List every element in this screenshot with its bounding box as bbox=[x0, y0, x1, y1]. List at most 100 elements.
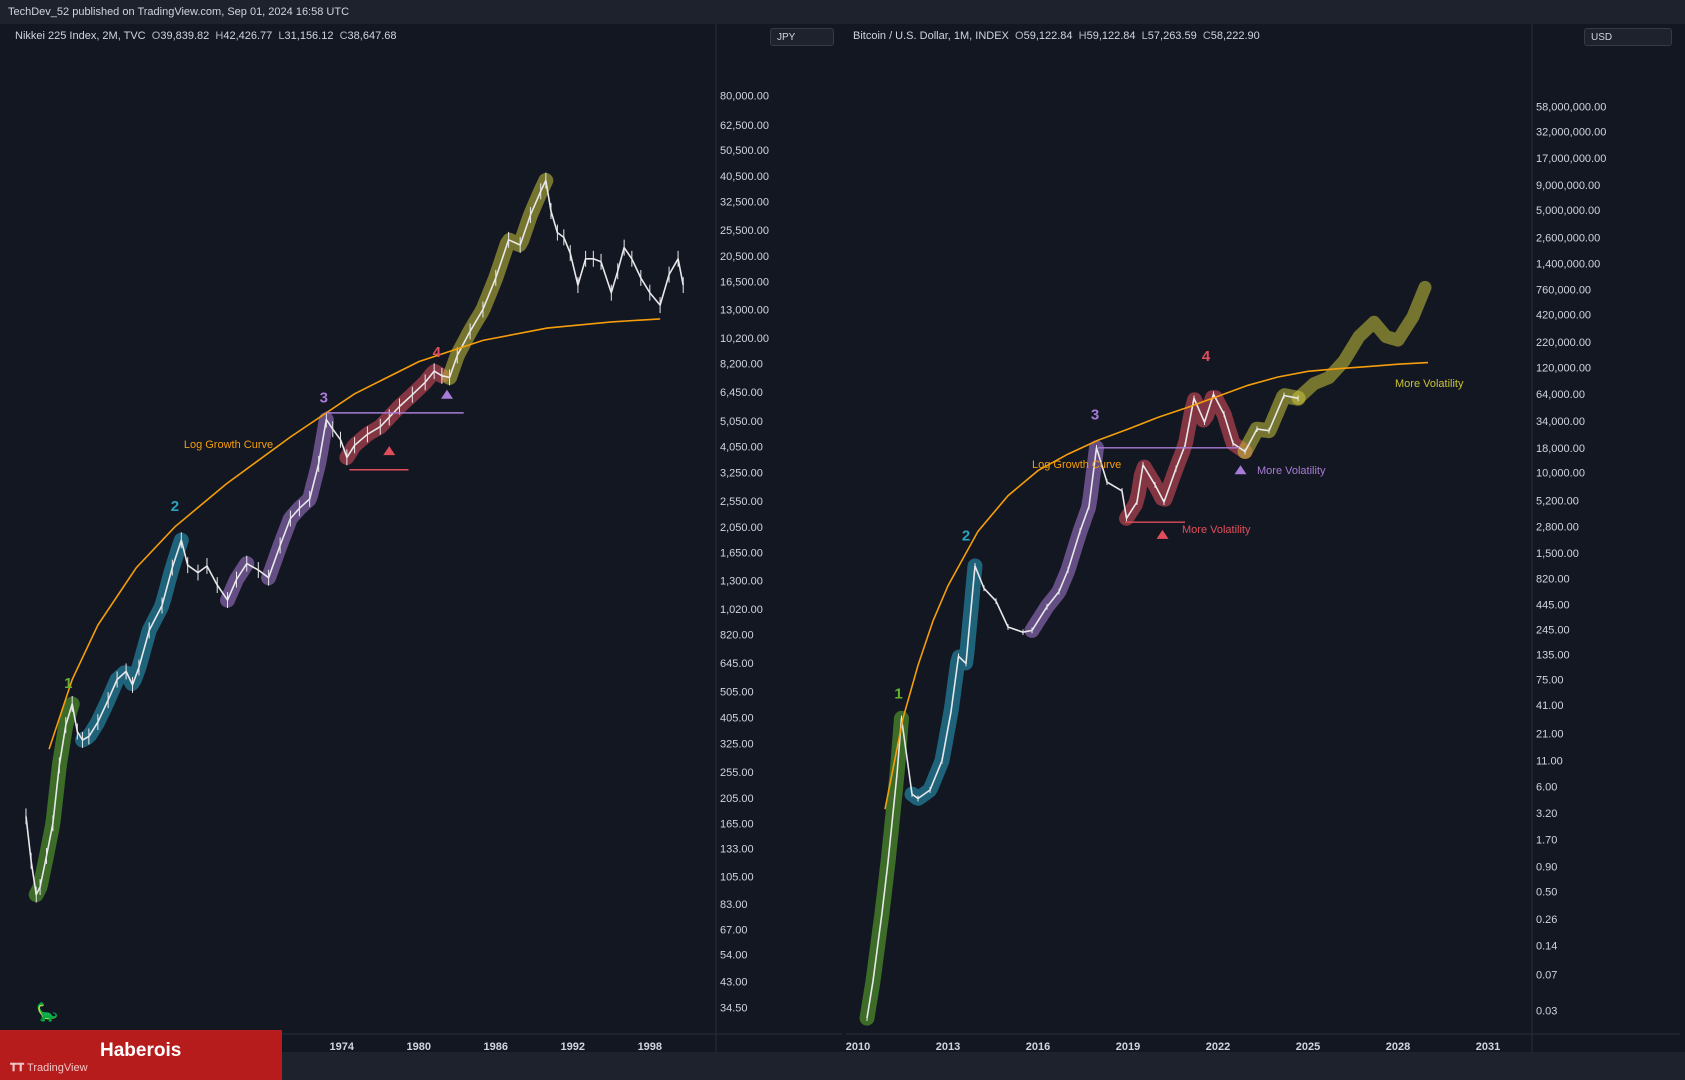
nikkei-x-tick-label: 1992 bbox=[561, 1041, 585, 1052]
nikkei-chart-panel[interactable]: 80,000.00 62,500.00 50,500.00 40,500.00 32,5… bbox=[8, 24, 842, 1052]
bitcoin-y-tick-label: 6.00 bbox=[1536, 781, 1557, 793]
nikkei-chart-svg[interactable]: 80,000.0062,500.0050,500.0040,500.0032,5… bbox=[8, 24, 842, 1052]
nikkei-x-tick-label: 1980 bbox=[407, 1041, 431, 1052]
bitcoin-y-tick-label: 2,600,000.00 bbox=[1536, 233, 1600, 245]
nikkei-x-tick-label: 1998 bbox=[638, 1041, 662, 1052]
nikkei-volatility-marker bbox=[441, 389, 454, 399]
nikkei-wave-band bbox=[75, 532, 189, 748]
nikkei-y-tick-label: 32,500.00 bbox=[720, 197, 769, 209]
bitcoin-y-tick-label: 41.00 bbox=[1536, 700, 1564, 712]
nikkei-y-tick-label: 505.00 bbox=[720, 687, 754, 699]
bitcoin-y-tick-label: 5,000,000.00 bbox=[1536, 205, 1600, 217]
bitcoin-y-tick-label: 1,500.00 bbox=[1536, 548, 1579, 560]
nikkei-y-tick-label: 820.00 bbox=[720, 630, 754, 642]
nikkei-y-tick-label: 50,500.00 bbox=[720, 145, 769, 157]
bitcoin-y-tick-label: 0.90 bbox=[1536, 862, 1557, 874]
bitcoin-x-tick-label: 2031 bbox=[1476, 1041, 1500, 1052]
nikkei-volatility-marker bbox=[383, 446, 396, 456]
publish-text: TechDev_52 published on TradingView.com,… bbox=[8, 6, 350, 18]
nikkei-ohlc-legend: Nikkei 225 Index, 2M, TVC O39,839.82 H42… bbox=[15, 30, 397, 42]
nikkei-close-value: 38,647.68 bbox=[347, 30, 397, 42]
haberois-watermark: Haberois 𝐓𝐓 TradingView bbox=[0, 1030, 282, 1080]
bitcoin-wave-label: 1 bbox=[894, 685, 902, 702]
bitcoin-x-tick-label: 2019 bbox=[1116, 1041, 1140, 1052]
nikkei-log-growth-label: Log Growth Curve bbox=[184, 439, 273, 451]
nikkei-y-tick-label: 43.00 bbox=[720, 977, 748, 989]
nikkei-price-line bbox=[25, 179, 684, 896]
bitcoin-y-tick-label: 135.00 bbox=[1536, 650, 1570, 662]
nikkei-y-tick-label: 1,020.00 bbox=[720, 604, 763, 616]
bitcoin-y-tick-label: 75.00 bbox=[1536, 675, 1564, 687]
bitcoin-y-tick-label: 0.50 bbox=[1536, 886, 1557, 898]
bitcoin-low-value: 57,263.59 bbox=[1147, 30, 1197, 42]
bitcoin-x-tick-label: 2010 bbox=[846, 1041, 870, 1052]
bitcoin-x-tick-label: 2025 bbox=[1296, 1041, 1320, 1052]
bitcoin-y-tick-label: 64,000.00 bbox=[1536, 389, 1585, 401]
nikkei-x-tick-label: 1986 bbox=[484, 1041, 508, 1052]
bitcoin-volatility-marker bbox=[1156, 529, 1169, 539]
bitcoin-open-value: 59,122.84 bbox=[1023, 30, 1073, 42]
bitcoin-volatility-label: More Volatility bbox=[1182, 524, 1251, 536]
bitcoin-volatility-label: More Volatility bbox=[1257, 465, 1326, 477]
nikkei-y-tick-label: 20,500.00 bbox=[720, 251, 769, 263]
bitcoin-wave-band bbox=[1119, 390, 1253, 526]
bitcoin-y-tick-label: 0.14 bbox=[1536, 940, 1557, 952]
bitcoin-y-tick-label: 0.07 bbox=[1536, 970, 1557, 982]
bitcoin-y-tick-label: 18,000.00 bbox=[1536, 443, 1585, 455]
bitcoin-y-tick-label: 245.00 bbox=[1536, 625, 1570, 637]
bitcoin-volatility-marker bbox=[1234, 465, 1247, 475]
tradingview-logo-icon: 𝐓𝐓 TradingView bbox=[10, 1062, 88, 1074]
nikkei-y-tick-label: 5,050.00 bbox=[720, 416, 763, 428]
nikkei-wave-band bbox=[442, 173, 554, 385]
bitcoin-currency-selector[interactable]: USD bbox=[1584, 28, 1672, 46]
nikkei-y-tick-label: 2,050.00 bbox=[720, 522, 763, 534]
nikkei-open-value: 39,839.82 bbox=[160, 30, 210, 42]
nikkei-y-tick-label: 133.00 bbox=[720, 844, 754, 856]
nikkei-y-tick-label: 67.00 bbox=[720, 924, 748, 936]
nikkei-high-value: 42,426.77 bbox=[223, 30, 273, 42]
bitcoin-close-value: 58,222.90 bbox=[1210, 30, 1260, 42]
bitcoin-log-growth-curve bbox=[884, 361, 1429, 810]
nikkei-y-tick-label: 6,450.00 bbox=[720, 387, 763, 399]
bitcoin-y-tick-label: 32,000,000.00 bbox=[1536, 126, 1606, 138]
nikkei-y-tick-label: 40,500.00 bbox=[720, 171, 769, 183]
nikkei-x-tick-label: 1974 bbox=[330, 1041, 355, 1052]
bitcoin-y-tick-label: 17,000,000.00 bbox=[1536, 153, 1606, 165]
nikkei-wave-label: 4 bbox=[433, 344, 442, 361]
nikkei-y-tick-label: 83.00 bbox=[720, 899, 748, 911]
nikkei-currency-selector[interactable]: JPY bbox=[770, 28, 834, 46]
dinosaur-icon: 🦕 bbox=[36, 1002, 59, 1022]
bitcoin-x-tick-label: 2013 bbox=[936, 1041, 960, 1052]
nikkei-y-tick-label: 325.00 bbox=[720, 739, 754, 751]
bitcoin-chart-panel[interactable]: 58,000,000.00 32,000,000.00 17,000,000.00 9… bbox=[846, 24, 1680, 1052]
nikkei-y-tick-label: 1,300.00 bbox=[720, 575, 763, 587]
bitcoin-x-tick-label: 2022 bbox=[1206, 1041, 1230, 1052]
nikkei-y-tick-label: 205.00 bbox=[720, 793, 754, 805]
bitcoin-y-tick-label: 445.00 bbox=[1536, 599, 1570, 611]
bitcoin-y-tick-label: 220,000.00 bbox=[1536, 337, 1591, 349]
bitcoin-wave-label: 3 bbox=[1091, 407, 1099, 424]
nikkei-y-tick-label: 8,200.00 bbox=[720, 359, 763, 371]
nikkei-wave-label: 2 bbox=[171, 498, 179, 515]
nikkei-y-tick-label: 645.00 bbox=[720, 658, 754, 670]
bitcoin-y-tick-label: 0.26 bbox=[1536, 914, 1557, 926]
bitcoin-x-tick-label: 2028 bbox=[1386, 1041, 1410, 1052]
bitcoin-y-tick-label: 5,200.00 bbox=[1536, 495, 1579, 507]
nikkei-y-tick-label: 62,500.00 bbox=[720, 120, 769, 132]
bitcoin-y-tick-label: 3.20 bbox=[1536, 808, 1557, 820]
nikkei-symbol-title: Nikkei 225 Index, 2M, TVC bbox=[15, 30, 146, 42]
bitcoin-wave-label: 2 bbox=[962, 528, 970, 545]
bitcoin-y-tick-label: 58,000,000.00 bbox=[1536, 101, 1606, 113]
bitcoin-log-growth-label: Log Growth Curve bbox=[1032, 459, 1121, 471]
nikkei-y-tick-label: 255.00 bbox=[720, 767, 754, 779]
publish-header: TechDev_52 published on TradingView.com,… bbox=[0, 0, 1685, 24]
nikkei-y-tick-label: 1,650.00 bbox=[720, 547, 763, 559]
bitcoin-chart-svg[interactable]: 58,000,000.00 32,000,000.00 17,000,000.00 9… bbox=[846, 24, 1680, 1052]
bitcoin-volatility-label: More Volatility bbox=[1395, 378, 1464, 390]
bitcoin-y-tick-label: 420,000.00 bbox=[1536, 310, 1591, 322]
nikkei-y-tick-label: 2,550.00 bbox=[720, 496, 763, 508]
nikkei-wave-label: 1 bbox=[64, 675, 72, 692]
nikkei-y-tick-label: 34.50 bbox=[720, 1002, 748, 1014]
nikkei-y-tick-label: 13,000.00 bbox=[720, 305, 769, 317]
nikkei-y-tick-label: 165.00 bbox=[720, 818, 754, 830]
